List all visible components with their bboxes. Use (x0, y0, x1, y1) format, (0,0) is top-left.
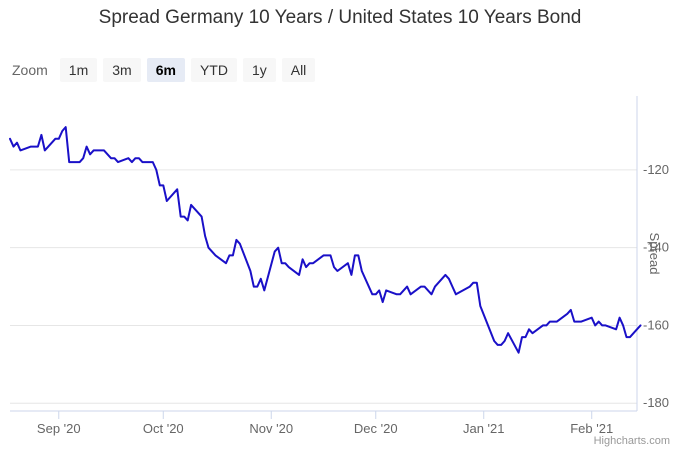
chart-title: Spread Germany 10 Years / United States … (98, 7, 582, 28)
y-axis-title: Spread (647, 233, 662, 275)
zoom-bar: Zoom 1m 3m 6m YTD 1y All (12, 58, 316, 82)
y-tick-label: -140 (643, 240, 669, 255)
y-tick-label: -160 (643, 317, 669, 332)
series-layer (9, 126, 642, 354)
zoom-3m-button[interactable]: 3m (103, 58, 141, 82)
x-tick-label: Nov '20 (249, 421, 293, 436)
x-tick-label: Jan '21 (463, 421, 505, 436)
zoom-ytd-button[interactable]: YTD (190, 58, 237, 82)
zoom-6m-button[interactable]: 6m (146, 58, 185, 82)
x-tick-label: Dec '20 (354, 421, 398, 436)
y-tick-label: -180 (643, 395, 669, 410)
zoom-1m-button[interactable]: 1m (59, 58, 98, 82)
y-tick-label: -120 (643, 162, 669, 177)
zoom-all-button[interactable]: All (281, 58, 316, 82)
axis-layer: -120 -140 -160 -180 Sep '20 Oct '20 Nov '20 Dec… (10, 96, 669, 436)
x-tick-label: Oct '20 (143, 421, 184, 436)
zoom-label: Zoom (12, 62, 48, 78)
x-tick-label: Feb '21 (570, 421, 613, 436)
highcharts-credit[interactable]: Highcharts.com (593, 435, 670, 447)
zoom-1y-button[interactable]: 1y (242, 58, 276, 82)
x-tick-label: Sep '20 (37, 421, 81, 436)
series-line (9, 126, 642, 354)
grid-layer (10, 169, 637, 404)
